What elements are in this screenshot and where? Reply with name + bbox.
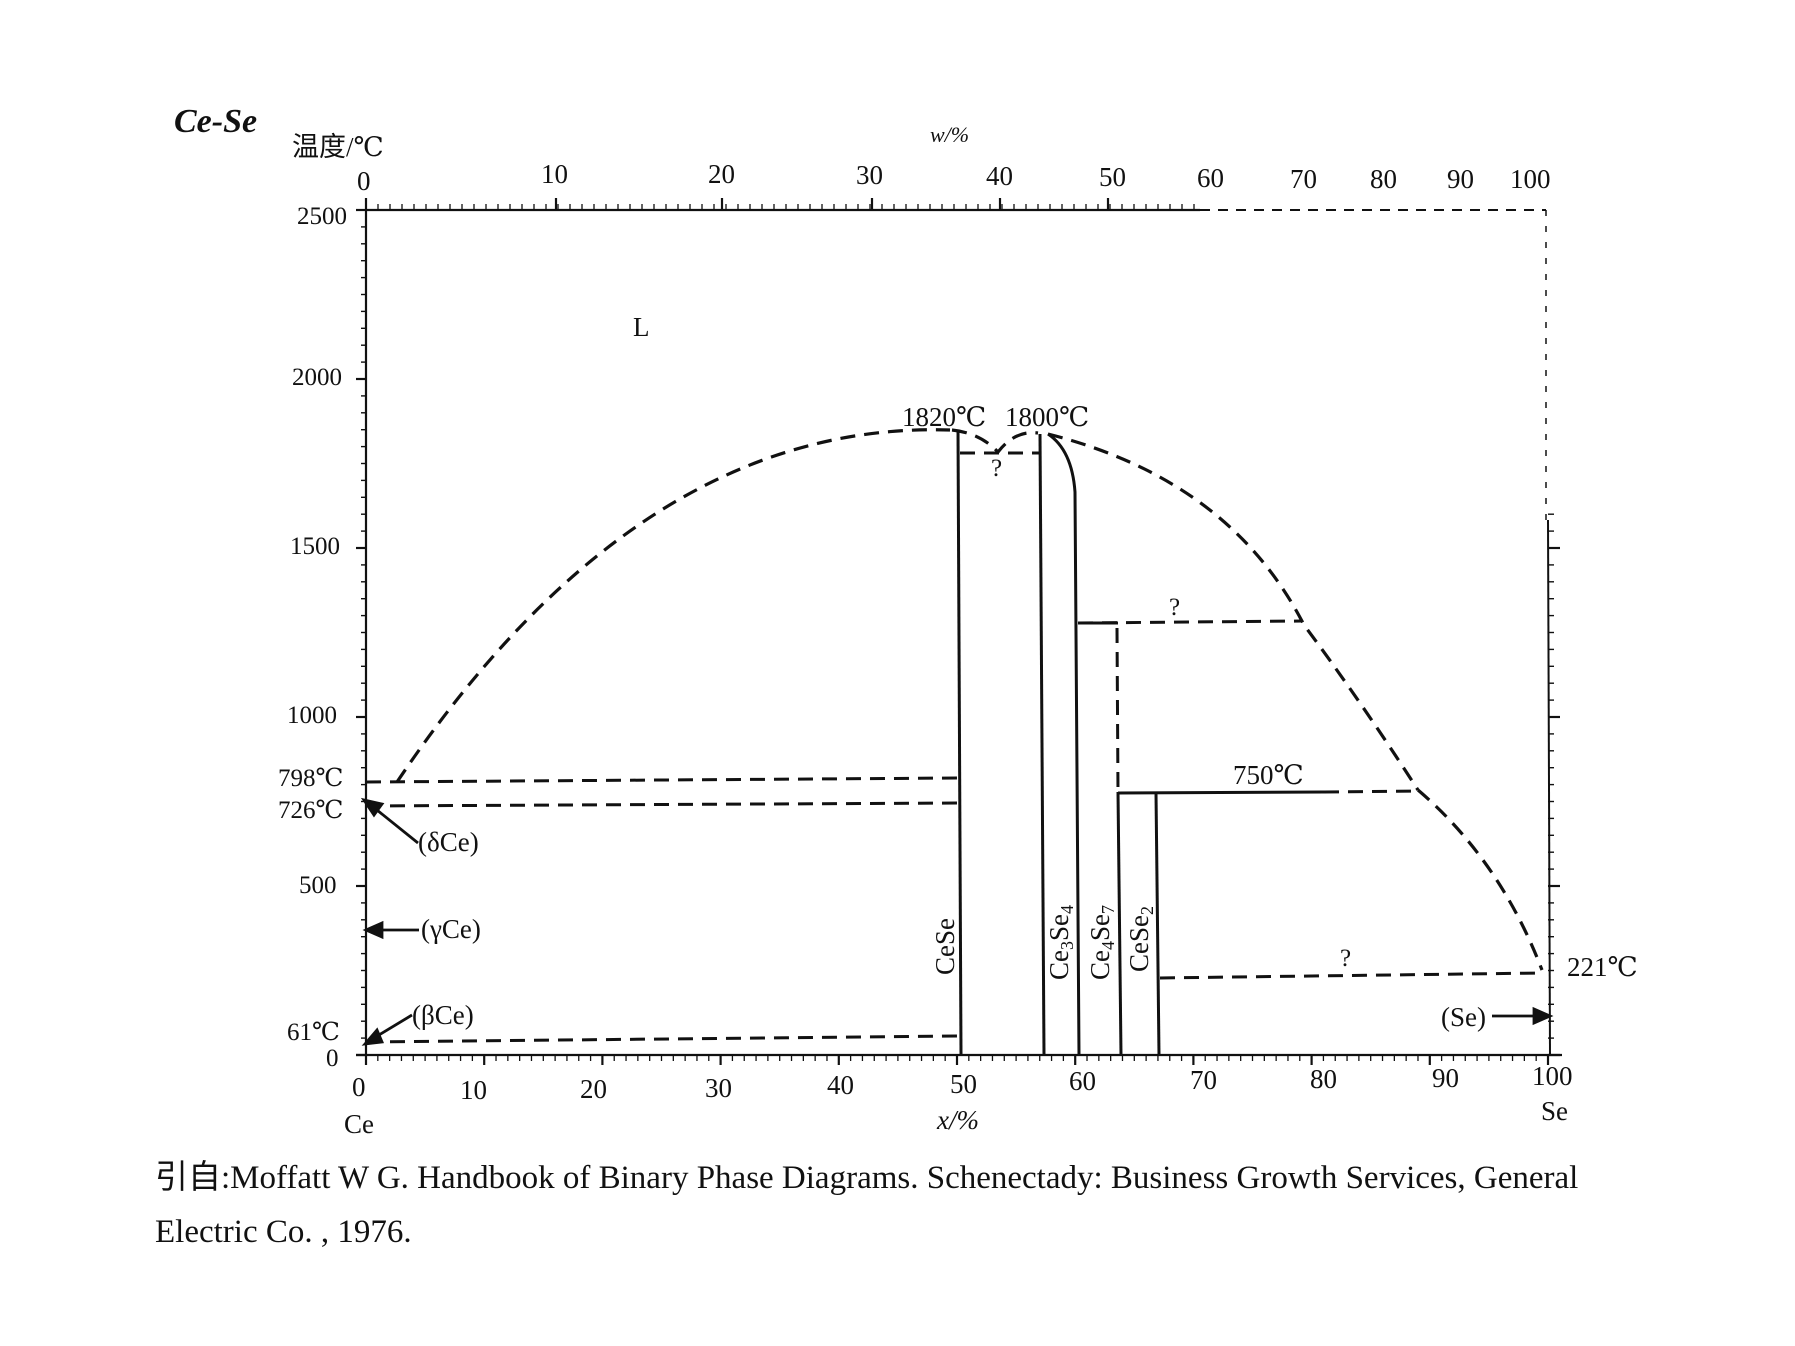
arrow-gamma-ce-head [362,920,384,940]
ce3se4-right-line [1047,432,1081,1056]
question-1: ? [991,455,1002,482]
arrow-delta-ce [371,804,419,845]
top-tick-80: 80 [1370,164,1397,194]
y-tick-0: 0 [326,1045,339,1072]
region-delta-ce: (δCe) [418,827,479,857]
caption-line-1: 引自:Moffatt W G. Handbook of Binary Phase… [155,1160,1579,1196]
x-tick-80: 80 [1310,1064,1337,1094]
isotherm-798 [365,776,961,784]
right-element-label: Se [1541,1096,1568,1126]
isotherm-61 [365,1034,961,1044]
x-tick-40: 40 [827,1070,854,1100]
y-tick-500: 500 [299,872,337,899]
arrow-beta-ce [373,1013,413,1040]
x-tick-30: 30 [705,1073,732,1103]
y-axis-label: 温度/℃ [292,132,384,162]
label-221: 221℃ [1567,952,1638,982]
y-tick-1000: 1000 [287,702,337,729]
liquidus-right-lower [1416,788,1544,971]
ce4se7-line [1116,791,1123,1056]
region-se: (Se) [1441,1002,1486,1032]
liquidus-left [395,428,951,783]
isotherm-750 [1117,790,1325,795]
label-798: 798℃ [278,765,343,792]
x-tick-20: 20 [580,1074,607,1104]
left-element-label: Ce [344,1109,374,1139]
x-tick-0: 0 [352,1072,366,1102]
arrows [360,797,1554,1046]
compound-cese: CeSe [930,918,960,975]
ce3se4-left-line [1038,433,1046,1056]
question-3: ? [1340,945,1351,972]
liquidus-right-upper [1047,432,1420,791]
label-1820: 1820℃ [902,402,986,432]
compound-ce3se4: Ce3Se4 [1044,905,1077,980]
y-tick-2500: 2500 [297,203,347,230]
top-tick-40: 40 [986,161,1013,191]
y-tick-1500: 1500 [290,533,340,560]
ce4se7-upper-dashed [1115,627,1120,793]
x-tick-100: 100 [1532,1061,1573,1091]
diagram-title: Ce-Se [174,103,257,140]
caption-line-2: Electric Co. , 1976. [155,1214,412,1250]
arrow-delta-ce-head [360,797,385,818]
x-tick-50: 50 [950,1069,977,1099]
liquidus-curves [395,428,1544,971]
top-tick-10: 10 [541,159,568,189]
cese2-line [1154,792,1161,1056]
region-gamma-ce: (γCe) [421,914,481,944]
isotherm-221 [1159,971,1543,980]
x-tick-60: 60 [1069,1066,1096,1096]
arrow-beta-ce-head [361,1027,385,1046]
x-tick-70: 70 [1190,1065,1217,1095]
top-axis-label: w/% [930,122,969,147]
top-tick-0: 0 [357,166,371,196]
region-liquid: L [633,312,650,342]
bottom-axis-label: x/% [936,1105,979,1135]
x-tick-10: 10 [460,1075,487,1105]
x-tick-labels-top: 0 10 20 30 40 50 60 70 80 90 100 [357,159,1551,196]
isotherm-750-dashed [1323,789,1419,794]
x-tick-labels-bottom: 0 10 20 30 40 50 60 70 80 90 100 [352,1061,1573,1105]
compound-cese2: CeSe2 [1124,906,1157,972]
top-tick-20: 20 [708,159,735,189]
top-tick-60: 60 [1197,163,1224,193]
top-tick-30: 30 [856,160,883,190]
compound-ce4se7: Ce4Se7 [1085,905,1118,980]
region-beta-ce: (βCe) [412,1000,474,1030]
label-750: 750℃ [1233,760,1304,790]
label-61: 61℃ [287,1019,340,1046]
label-726: 726℃ [278,797,343,824]
label-1800: 1800℃ [1005,402,1089,432]
dashed-isotherms [365,451,1543,1044]
x-tick-90: 90 [1432,1063,1459,1093]
y-tick-2000: 2000 [292,364,342,391]
top-tick-100: 100 [1510,164,1551,194]
isotherm-726 [365,801,961,808]
question-2: ? [1169,594,1180,621]
cese-line [956,429,963,1056]
right-axis [1547,519,1551,1056]
top-tick-90: 90 [1447,164,1474,194]
solid-lines [956,429,1325,1056]
liquidus-middle [951,428,1039,455]
top-tick-70: 70 [1290,164,1317,194]
axis-ticks [356,198,1560,1065]
arrow-se-head [1532,1006,1554,1026]
top-tick-50: 50 [1099,162,1126,192]
